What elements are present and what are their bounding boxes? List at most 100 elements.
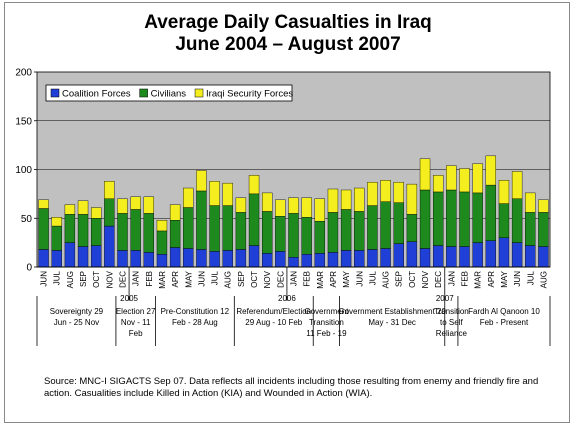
bar-coalition-forces [77, 246, 89, 268]
bar-civilians [209, 205, 220, 252]
x-tick-label: NOV [263, 270, 272, 288]
x-tick-label: MAY [500, 270, 509, 287]
bar-civilians [406, 214, 418, 242]
period-label: Nov - 11 [121, 318, 151, 327]
bar-civilians [459, 191, 470, 247]
bar-iraqi-security-forces [196, 170, 207, 192]
x-tick-label: JUL [368, 270, 377, 285]
bar-coalition-forces [156, 254, 168, 268]
bar-iraqi-security-forces [275, 199, 286, 217]
bar-coalition-forces [209, 251, 220, 268]
bar-civilians [380, 201, 391, 249]
bar-iraqi-security-forces [446, 165, 457, 191]
period-label: Pre-Constitution 12 [161, 307, 230, 316]
bar-iraqi-security-forces [143, 196, 155, 214]
bar-iraqi-security-forces [340, 189, 352, 210]
period-label: Transition [434, 307, 469, 316]
legend-swatch [50, 88, 60, 98]
bar-coalition-forces [393, 243, 404, 268]
y-tick-label: 100 [15, 165, 32, 176]
x-tick-label: OCT [408, 271, 417, 288]
x-tick-label: DEC [276, 271, 285, 288]
bar-iraqi-security-forces [209, 180, 220, 206]
bar-civilians [367, 205, 378, 250]
x-tick-label: JUN [513, 271, 522, 287]
x-tick-label: JUL [526, 270, 535, 285]
bar-civilians [472, 192, 483, 243]
bar-iraqi-security-forces [393, 181, 404, 203]
bar-coalition-forces [354, 250, 365, 268]
x-tick-label: AUG [382, 271, 391, 288]
x-tick-label: NOV [105, 270, 114, 288]
bar-coalition-forces [485, 240, 497, 268]
legend-swatch [194, 88, 204, 98]
bar-coalition-forces [196, 249, 207, 268]
bar-coalition-forces [38, 249, 49, 268]
period-label: Government Establishment 20 [338, 307, 446, 316]
bar-civilians [196, 190, 207, 250]
period-label: Fardh Al Qanoon 10 [468, 307, 540, 316]
bar-civilians [156, 230, 168, 255]
bar-coalition-forces [117, 250, 128, 268]
bar-coalition-forces [169, 247, 181, 268]
bar-iraqi-security-forces [538, 199, 549, 213]
bar-civilians [485, 184, 497, 241]
bar-coalition-forces [459, 246, 470, 268]
bar-iraqi-security-forces [169, 204, 181, 221]
period-label: Transition [309, 318, 344, 327]
bar-civilians [130, 209, 141, 251]
bar-iraqi-security-forces [354, 187, 365, 212]
period-label: Reliance [436, 329, 468, 338]
bar-civilians [525, 212, 536, 246]
bar-civilians [90, 218, 102, 246]
bar-civilians [432, 191, 444, 246]
period-label: Jun - 25 Nov [54, 318, 99, 327]
x-tick-label: AUG [224, 271, 233, 288]
year-label: 2005 [120, 294, 138, 303]
bar-iraqi-security-forces [367, 181, 378, 206]
x-tick-label: MAY [184, 270, 193, 287]
bar-iraqi-security-forces [406, 183, 418, 215]
y-tick-label: 0 [26, 263, 32, 274]
bar-civilians [143, 213, 155, 253]
x-tick-label: MAR [316, 271, 325, 289]
period-label: 29 Aug - 10 Feb [245, 318, 302, 327]
legend-swatch [139, 88, 148, 98]
bar-iraqi-security-forces [472, 163, 483, 194]
year-label: 2006 [278, 294, 296, 303]
bar-iraqi-security-forces [183, 187, 194, 208]
bar-coalition-forces [275, 251, 286, 268]
bar-civilians [38, 208, 49, 250]
period-label: Election 27 [116, 307, 156, 316]
period-label: Feb - Present [480, 318, 529, 327]
chart-subtitle: June 2004 – August 2007 [175, 34, 401, 55]
x-tick-label: DEC [434, 271, 443, 288]
x-tick-label: JAN [290, 271, 299, 286]
bar-coalition-forces [130, 250, 141, 268]
bar-civilians [340, 209, 352, 251]
bar-iraqi-security-forces [327, 188, 339, 213]
bar-coalition-forces [472, 242, 483, 268]
bar-coalition-forces [380, 248, 391, 268]
period-label: to Self [440, 318, 463, 327]
bar-iraqi-security-forces [90, 207, 102, 219]
bar-iraqi-security-forces [498, 180, 510, 204]
bar-civilians [117, 213, 128, 251]
bar-iraqi-security-forces [301, 197, 312, 218]
x-tick-label: JUN [197, 271, 206, 287]
bar-coalition-forces [340, 250, 352, 268]
x-tick-label: MAY [342, 270, 351, 287]
bar-civilians [77, 214, 89, 247]
bar-civilians [327, 212, 339, 253]
bar-civilians [183, 207, 194, 249]
x-tick-label: APR [171, 271, 180, 288]
bar-civilians [275, 216, 286, 252]
bar-iraqi-security-forces [248, 175, 260, 195]
bar-civilians [64, 214, 76, 243]
x-tick-label: FEB [145, 271, 154, 287]
bar-civilians [261, 211, 273, 254]
x-tick-label: MAR [158, 271, 167, 289]
bar-iraqi-security-forces [38, 199, 49, 209]
x-tick-label: JUN [40, 271, 49, 287]
bar-iraqi-security-forces [432, 175, 444, 193]
